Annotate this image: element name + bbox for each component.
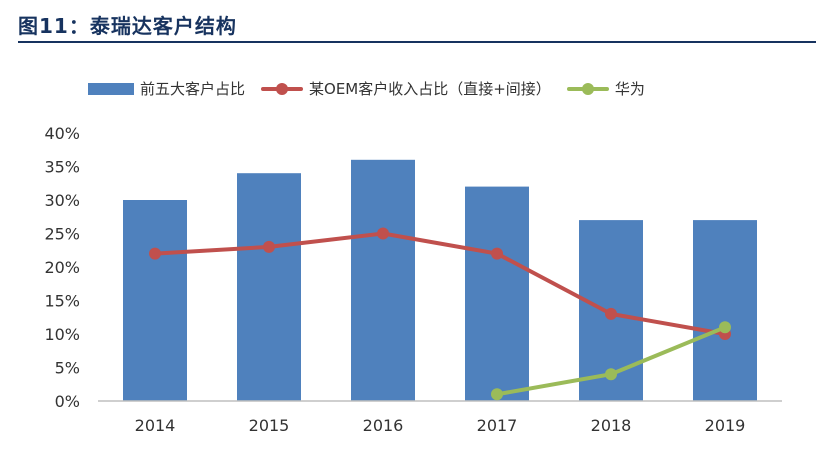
y-tick-label: 40% (44, 124, 80, 143)
oem-point (377, 227, 389, 240)
oem-point (605, 307, 617, 320)
legend-label-top5: 前五大客户占比 (140, 80, 246, 98)
figure-title: 图11：泰瑞达客户结构 (18, 14, 237, 38)
y-tick-label: 35% (44, 158, 80, 177)
bar (465, 186, 529, 401)
bar (351, 159, 415, 401)
x-tick-label: 2019 (705, 416, 746, 435)
huawei-point (719, 321, 731, 334)
title-divider (18, 41, 816, 43)
y-tick-label: 15% (44, 292, 80, 311)
x-tick-label: 2016 (363, 416, 404, 435)
x-tick-label: 2014 (135, 416, 176, 435)
huawei-point (605, 368, 617, 381)
huawei-point (491, 388, 503, 401)
oem-series-line (153, 231, 727, 336)
oem-point (263, 240, 275, 253)
legend-label-oem: 某OEM客户收入占比（直接+间接） (309, 80, 551, 98)
x-tick-label: 2017 (477, 416, 518, 435)
y-tick-label: 25% (44, 225, 80, 244)
y-tick-label: 0% (55, 392, 80, 411)
x-tick-label: 2015 (249, 416, 290, 435)
oem-point (149, 247, 161, 260)
legend-swatch-oem (261, 82, 304, 96)
legend-swatch-huawei (566, 82, 609, 96)
y-tick-label: 5% (55, 359, 80, 378)
chart-legend: 前五大客户占比 某OEM客户收入占比（直接+间接） 华为 (88, 78, 661, 99)
legend-item-oem: 某OEM客户收入占比（直接+间接） (261, 78, 551, 99)
y-tick-label: 10% (44, 325, 80, 344)
legend-swatch-bar (88, 82, 134, 95)
y-tick-label: 30% (44, 191, 80, 210)
legend-item-top5: 前五大客户占比 (88, 78, 245, 99)
y-tick-label: 20% (44, 258, 80, 277)
bar (123, 200, 187, 401)
bar (693, 220, 757, 401)
legend-item-huawei: 华为 (566, 78, 645, 99)
legend-label-huawei: 华为 (614, 80, 645, 98)
x-tick-label: 2018 (591, 416, 632, 435)
bar (237, 173, 301, 401)
oem-point (491, 247, 503, 260)
